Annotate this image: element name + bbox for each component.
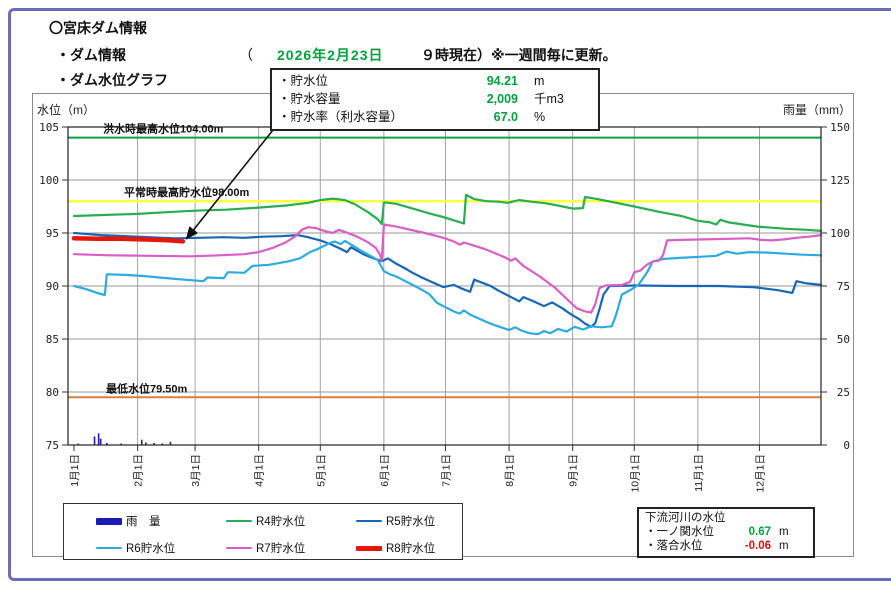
rain-axis-title: 雨量（mm） (783, 103, 851, 117)
downstream-value: -0.06 (744, 540, 771, 552)
downstream-row-ochiai: ・落合水位 -0.06 m (645, 539, 807, 553)
legend-label: R6貯水位 (126, 543, 176, 555)
downstream-river-box: 下流河川の水位 ・一ノ関水位 0.67 m ・落合水位 -0.06 m (637, 507, 815, 558)
callout-value: 2,009 (486, 92, 518, 106)
callout-label: ・貯水位 (278, 74, 329, 88)
downstream-unit: m (779, 526, 789, 538)
current-date: 2026年2月23日 (277, 47, 384, 63)
legend-label: R8貯水位 (386, 543, 436, 555)
legend-swatch (226, 519, 252, 523)
legend-item: R4貯水位 (226, 513, 356, 529)
callout-value: 94.21 (486, 74, 518, 88)
callout-row-storage-level: ・貯水位 94.21 m (278, 72, 590, 90)
current-status-callout: ・貯水位 94.21 m ・貯水容量 2,009 千m3 ・貯水率（利水容量） … (270, 68, 600, 131)
downstream-row-ichinoseki: ・一ノ関水位 0.67 m (645, 525, 807, 539)
downstream-value: 0.67 (748, 526, 771, 538)
legend-item: 雨 量 (96, 513, 226, 529)
callout-label: ・貯水容量 (278, 92, 341, 106)
legend-label: R7貯水位 (256, 543, 306, 555)
legend-swatch (226, 546, 252, 550)
callout-unit: 千m3 (534, 92, 564, 106)
callout-unit: % (534, 110, 546, 124)
downstream-label: ・落合水位 (645, 540, 703, 552)
legend-grid: 雨 量 R4貯水位 R5貯水位 R6貯水位 R7貯水位 R8貯水位 (64, 504, 462, 556)
dam-info-label: ・ダム情報 (56, 47, 126, 63)
legend-swatch (96, 546, 122, 550)
legend-item: R5貯水位 (356, 513, 464, 529)
paren-open: （ (239, 47, 253, 63)
callout-row-storage-volume: ・貯水容量 2,009 千m3 (278, 90, 590, 108)
legend-label: R5貯水位 (386, 516, 436, 528)
page-title: 〇宮床ダム情報 (49, 20, 147, 36)
legend-label: R4貯水位 (256, 516, 306, 528)
dam-info-page: 〇宮床ダム情報 ・ダム情報 （ 2026年2月23日 ９時現在）※一週間毎に更新… (8, 8, 891, 581)
downstream-title: 下流河川の水位 (645, 512, 726, 524)
downstream-unit: m (779, 540, 789, 552)
date-suffix: ９時現在）※一週間毎に更新。 (421, 47, 617, 63)
legend-swatch (356, 545, 382, 551)
callout-row-storage-rate: ・貯水率（利水容量） 67.0 % (278, 108, 590, 126)
legend-swatch (96, 517, 122, 525)
legend-swatch (356, 519, 382, 523)
legend-item: R6貯水位 (96, 540, 226, 556)
water-level-axis-title: 水位（m） (37, 103, 95, 117)
chart-legend: 雨 量 R4貯水位 R5貯水位 R6貯水位 R7貯水位 R8貯水位 (63, 503, 463, 560)
legend-label: 雨 量 (126, 516, 161, 528)
downstream-label: ・一ノ関水位 (645, 526, 714, 538)
legend-item: R7貯水位 (226, 540, 356, 556)
callout-unit: m (534, 74, 545, 88)
graph-section-label: ・ダム水位グラフ (56, 72, 168, 88)
legend-item: R8貯水位 (356, 540, 464, 556)
callout-value: 67.0 (493, 110, 518, 124)
chart-outer-box (32, 93, 854, 557)
callout-label: ・貯水率（利水容量） (278, 110, 404, 124)
